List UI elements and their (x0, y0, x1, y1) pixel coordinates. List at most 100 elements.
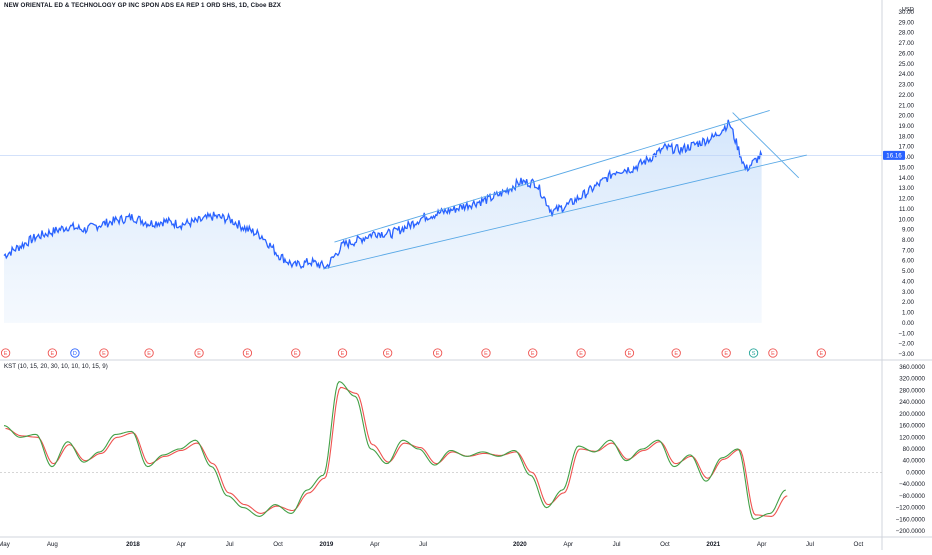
price-tick-label: 0.00 (902, 320, 915, 327)
earnings-event-label: E (197, 351, 201, 357)
earnings-event-marker: E (242, 348, 253, 358)
earnings-event-marker: E (481, 348, 491, 358)
price-tick-label: 28.00 (899, 30, 915, 37)
price-tick-label: 6.00 (902, 258, 915, 265)
earnings-event-label: E (531, 351, 535, 357)
last-price-badge-text: 16.16 (886, 152, 902, 159)
kst-tick-label: 240.0000 (899, 399, 925, 406)
price-y-axis: 30.00 29.00 28.00 27.00 26.00 25.00 24.00 23.00… (898, 9, 914, 358)
earnings-event-circle (576, 348, 586, 358)
price-tick-label: 1.00 (902, 310, 915, 317)
kst-tick-label: −120.0000 (896, 505, 926, 512)
kst-signal-line (5, 386, 788, 517)
earnings-event-circle (47, 348, 58, 358)
x-tick-label: Apr (563, 541, 573, 548)
earnings-event-marker: E (528, 348, 538, 358)
descending-trendline (732, 112, 800, 179)
kst-indicator-label[interactable]: KST (10, 15, 20, 30, 10, 10, 10, 15, 9) (4, 363, 108, 370)
earnings-event-label: E (294, 351, 298, 357)
earnings-event-marker: E (721, 348, 731, 358)
trendlines (323, 110, 807, 270)
x-tick-label: 2021 (706, 541, 720, 548)
earnings-event-circle (768, 348, 778, 358)
earnings-event-label: E (102, 351, 106, 357)
price-tick-label: 9.00 (902, 227, 915, 234)
earnings-event-label: E (628, 351, 632, 357)
x-tick-label: Jul (613, 541, 621, 548)
kst-tick-label: 80.0000 (903, 446, 926, 453)
earnings-event-circle (671, 348, 681, 358)
earnings-event-label: E (51, 351, 55, 357)
price-tick-label: 15.00 (899, 164, 915, 171)
kst-tick-label: 280.0000 (899, 387, 925, 394)
x-axis: May Aug 2018 Apr Jul Oct 2019 Apr Jul 2020 Apr Jul O… (0, 541, 863, 548)
last-price-badge-bg (883, 150, 905, 160)
earnings-event-label: E (771, 351, 775, 357)
earnings-event-marker: E (99, 348, 109, 358)
earnings-event-label: E (819, 351, 823, 357)
price-tick-label: 14.00 (899, 175, 915, 182)
price-tick-label: 8.00 (902, 237, 915, 244)
price-tick-label: 21.00 (899, 102, 915, 109)
price-tick-label: 7.00 (902, 247, 915, 254)
price-tick-label: 23.00 (899, 82, 915, 89)
price-tick-label: 25.00 (899, 61, 915, 68)
x-tick-label: 2020 (513, 541, 527, 548)
x-tick-label: May (0, 541, 11, 548)
x-tick-label: Jul (226, 541, 234, 548)
price-tick-label: 2.00 (902, 299, 915, 306)
earnings-event-circle (624, 348, 635, 358)
channel-upper-line (334, 110, 770, 243)
kst-tick-label: 120.0000 (899, 434, 925, 441)
price-tick-label: 16.00 (899, 154, 915, 161)
earnings-event-label: E (484, 351, 488, 357)
earnings-event-marker: E (194, 348, 204, 358)
earnings-event-label: E (147, 351, 151, 357)
earnings-event-marker: E (144, 348, 154, 358)
price-tick-label: 10.00 (899, 216, 915, 223)
earnings-event-marker: E (768, 348, 778, 358)
kst-lines (3, 380, 788, 520)
price-tick-label: 5.00 (902, 268, 915, 275)
earnings-event-circle (291, 348, 301, 358)
price-tick-label: −1.00 (898, 330, 914, 337)
price-area (4, 119, 762, 323)
x-tick-label: Jul (419, 541, 427, 548)
dividend-event-label: D (73, 351, 77, 357)
price-tick-label: 12.00 (899, 196, 915, 203)
earnings-event-marker: E (337, 348, 348, 358)
earnings-event-circle (528, 348, 538, 358)
price-tick-label: 19.00 (899, 123, 915, 130)
x-tick-label: Apr (757, 541, 767, 548)
price-tick-label: 30.00 (899, 9, 915, 16)
earnings-event-label: E (341, 351, 345, 357)
kst-tick-label: −40.0000 (899, 481, 926, 488)
x-tick-label: 2019 (320, 541, 334, 548)
earnings-event-label: E (724, 351, 728, 357)
earnings-event-circle (432, 348, 443, 358)
earnings-event-circle (99, 348, 109, 358)
earnings-event-marker: E (0, 348, 11, 358)
earnings-event-marker: E (576, 348, 586, 358)
kst-line (3, 380, 786, 520)
kst-tick-label: −160.0000 (896, 516, 926, 523)
x-tick-label: Jul (806, 541, 814, 548)
earnings-event-label: E (4, 351, 8, 357)
kst-tick-label: 320.0000 (899, 376, 925, 383)
price-tick-label: 29.00 (899, 19, 915, 26)
earnings-event-label: E (436, 351, 440, 357)
price-tick-label: 24.00 (899, 71, 915, 78)
kst-tick-label: −80.0000 (899, 493, 926, 500)
dividend-event-marker: D (70, 348, 80, 358)
earnings-event-circle (383, 348, 393, 358)
earnings-event-circle (721, 348, 731, 358)
earnings-event-label: E (579, 351, 583, 357)
x-tick-label: Oct (660, 541, 670, 548)
price-tick-label: 26.00 (899, 50, 915, 57)
price-series-line (3, 119, 763, 270)
price-tick-label: −2.00 (898, 341, 914, 348)
earnings-event-circle (481, 348, 491, 358)
earnings-event-label: E (674, 351, 678, 357)
